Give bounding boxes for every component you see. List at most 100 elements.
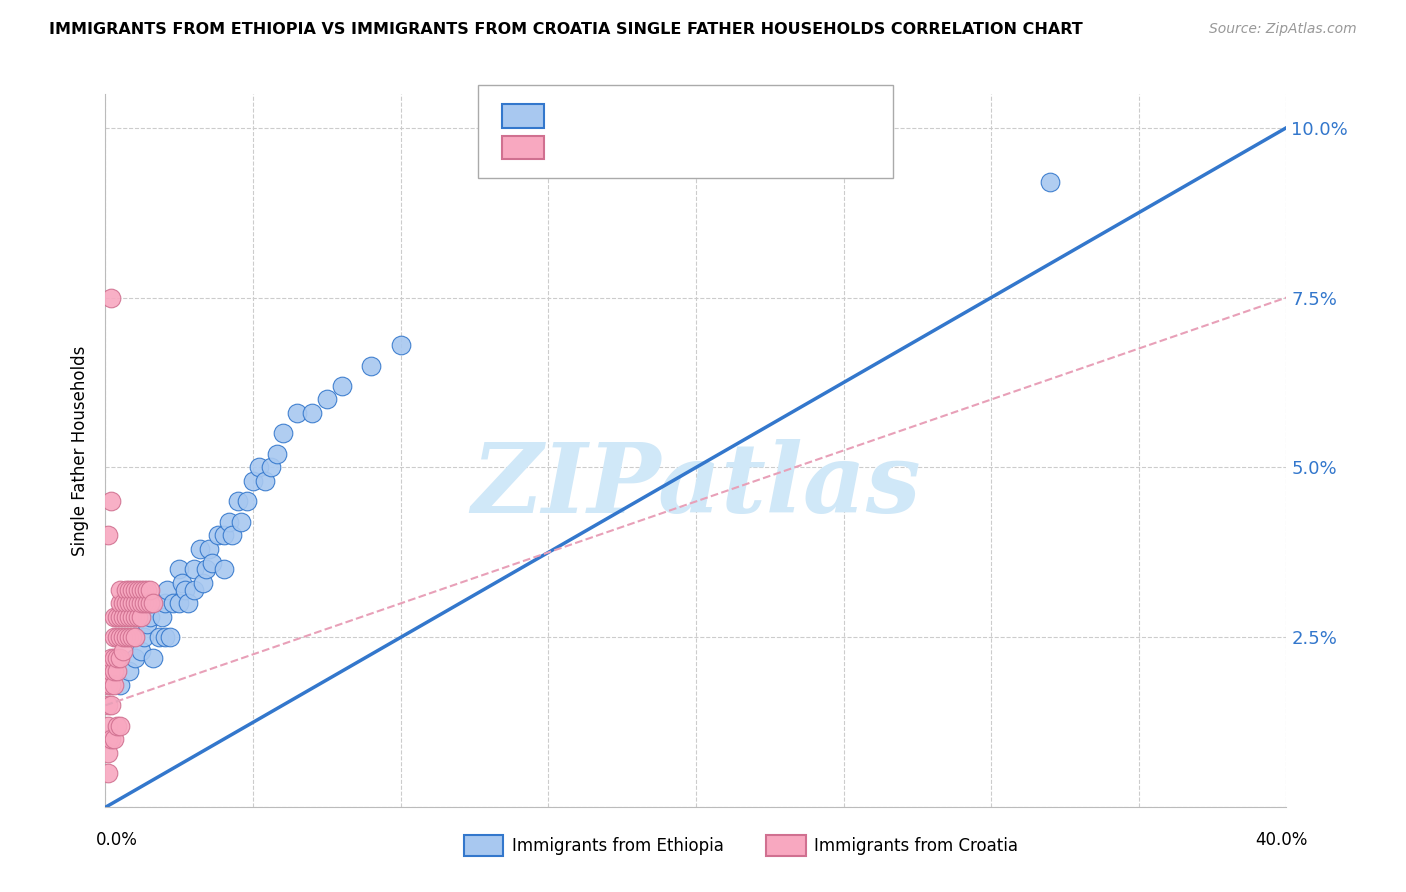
Point [218, 515, 240, 529]
Point [221, 528, 243, 542]
Point [148, 631, 170, 645]
Point [129, 610, 152, 624]
Point [118, 582, 141, 597]
Text: Source: ZipAtlas.com: Source: ZipAtlas.com [1209, 22, 1357, 37]
Text: 40.0%: 40.0% [1256, 831, 1308, 849]
Point [97, 719, 120, 733]
Point [110, 610, 132, 624]
Point [129, 582, 152, 597]
Point [115, 582, 138, 597]
Point [112, 610, 135, 624]
Point [389, 338, 412, 352]
Point [124, 596, 146, 610]
Point [115, 631, 138, 645]
Point [197, 541, 219, 556]
Point [153, 596, 176, 610]
Point [105, 719, 128, 733]
Point [121, 631, 143, 645]
Point [169, 562, 191, 576]
Text: 50: 50 [745, 107, 770, 125]
Point [124, 650, 146, 665]
Point [100, 291, 122, 305]
Point [105, 665, 128, 679]
Point [142, 596, 165, 610]
Point [115, 596, 138, 610]
Point [183, 582, 205, 597]
Point [105, 631, 128, 645]
Text: Immigrants from Croatia: Immigrants from Croatia [814, 837, 1018, 855]
Point [150, 610, 173, 624]
Point [112, 644, 135, 658]
Text: 64: 64 [745, 138, 770, 156]
Point [103, 665, 125, 679]
Point [100, 494, 122, 508]
Point [97, 528, 120, 542]
Point [287, 406, 309, 420]
Point [271, 426, 294, 441]
Point [301, 406, 323, 420]
Point [183, 562, 205, 576]
Text: N =: N = [675, 107, 727, 125]
Text: R =: R = [553, 107, 592, 125]
Point [153, 631, 176, 645]
Point [97, 732, 120, 747]
Y-axis label: Single Father Households: Single Father Households [72, 345, 90, 556]
Point [188, 541, 211, 556]
Point [207, 528, 229, 542]
Point [124, 631, 146, 645]
Point [100, 732, 122, 747]
Point [100, 665, 122, 679]
Point [127, 596, 149, 610]
Point [135, 596, 157, 610]
Text: N =: N = [675, 138, 727, 156]
Point [118, 631, 141, 645]
Point [242, 474, 264, 488]
Point [135, 582, 157, 597]
Point [228, 494, 250, 508]
Point [194, 562, 217, 576]
Point [110, 719, 132, 733]
Point [266, 447, 288, 461]
Point [97, 746, 120, 760]
Point [132, 631, 155, 645]
Point [132, 582, 155, 597]
Point [142, 650, 165, 665]
Point [1039, 175, 1062, 189]
Point [138, 610, 162, 624]
Point [110, 582, 132, 597]
Point [212, 562, 235, 576]
Point [110, 596, 132, 610]
Text: 0.0%: 0.0% [96, 831, 138, 849]
Point [112, 596, 135, 610]
Point [138, 596, 162, 610]
Point [97, 678, 120, 692]
Point [121, 582, 143, 597]
Point [169, 596, 191, 610]
Point [159, 631, 181, 645]
Point [105, 610, 128, 624]
Point [247, 460, 270, 475]
Point [330, 379, 353, 393]
Point [118, 610, 141, 624]
Point [110, 678, 132, 692]
Point [315, 392, 337, 407]
Point [177, 596, 200, 610]
Point [121, 610, 143, 624]
Point [253, 474, 276, 488]
Point [100, 698, 122, 713]
Point [124, 610, 146, 624]
Point [112, 631, 135, 645]
Point [105, 650, 128, 665]
Point [260, 460, 283, 475]
Point [97, 766, 120, 780]
Text: IMMIGRANTS FROM ETHIOPIA VS IMMIGRANTS FROM CROATIA SINGLE FATHER HOUSEHOLDS COR: IMMIGRANTS FROM ETHIOPIA VS IMMIGRANTS F… [49, 22, 1083, 37]
Point [138, 582, 162, 597]
Point [191, 576, 214, 591]
Point [129, 596, 152, 610]
Point [127, 610, 149, 624]
Point [201, 556, 224, 570]
Text: 0.133: 0.133 [598, 138, 654, 156]
Point [360, 359, 382, 373]
Point [103, 650, 125, 665]
Point [110, 631, 132, 645]
